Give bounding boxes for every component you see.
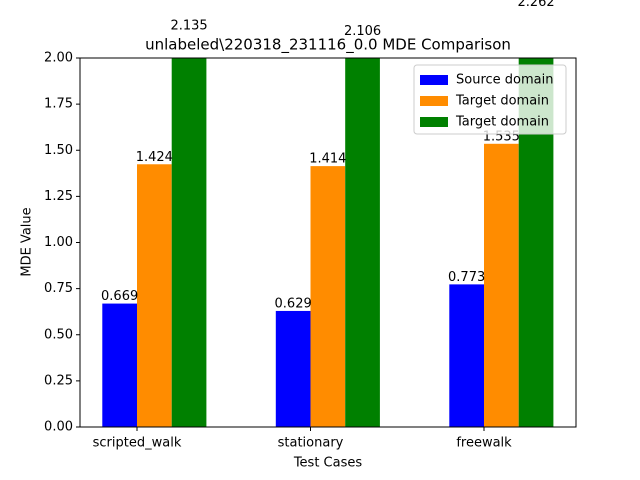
value-label: 1.424 [136,150,173,165]
value-label: 2.106 [344,24,381,39]
x-axis-label: Test Cases [293,456,363,471]
legend-swatch [420,96,448,106]
value-label: 0.669 [101,289,138,304]
y-tick-label: 0.25 [44,373,73,388]
legend-label: Target domain [455,94,549,109]
legend-label: Source domain [456,73,553,88]
y-tick-label: 1.75 [44,97,73,112]
bar [171,58,207,427]
bar [310,166,346,427]
legend-box [413,64,567,135]
bar [484,143,519,427]
value-label: 2.262 [517,0,554,10]
y-tick-label: 2.00 [44,51,73,66]
y-tick-label: 0.75 [44,281,73,296]
legend-label: Target domain [455,115,549,130]
value-label: 1.414 [309,152,346,167]
x-tick-label: freewalk [456,436,512,451]
bar [345,58,380,427]
plot-area [102,58,554,427]
value-label: 0.773 [448,270,485,285]
x-tick-label: scripted_walk [93,436,182,451]
bar [137,164,172,427]
y-tick-label: 1.25 [44,189,73,204]
bar [275,310,311,427]
y-tick-label: 0.00 [44,420,73,435]
legend-swatch [420,75,448,85]
value-label: 2.135 [170,19,207,34]
y-tick-label: 0.50 [44,327,73,342]
value-label: 0.629 [275,296,312,311]
y-tick-label: 1.50 [44,143,73,158]
y-tick-label: 1.00 [44,235,73,250]
bar [102,303,137,427]
bar [449,284,484,427]
x-tick-label: stationary [278,436,344,451]
legend-swatch [420,117,448,127]
y-axis-label: MDE Value [20,207,35,276]
chart-title: unlabeled\220318_231116_0.0 MDE Comparis… [145,36,511,55]
